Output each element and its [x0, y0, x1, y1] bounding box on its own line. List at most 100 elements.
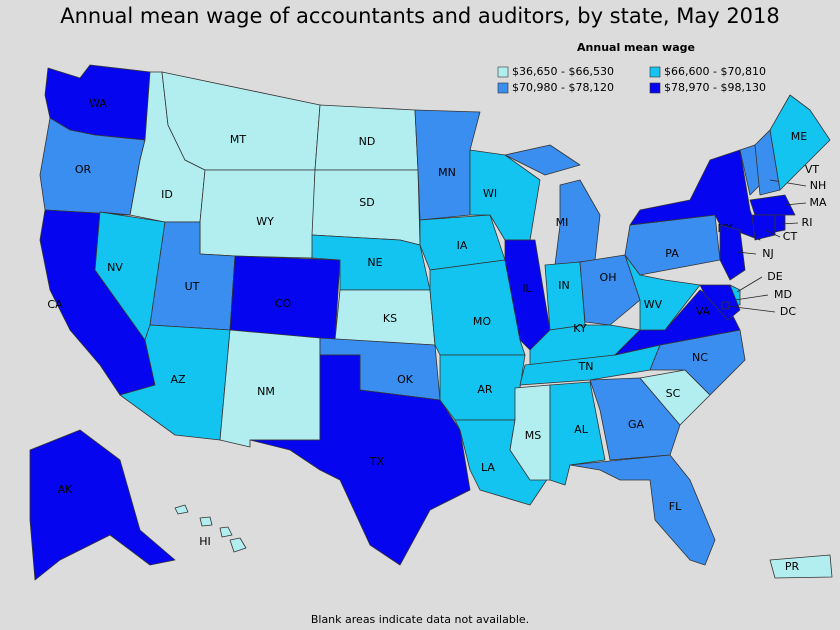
state-label: CA: [47, 298, 63, 311]
state-shape: [719, 224, 746, 281]
state-label: UT: [185, 280, 200, 293]
state-shape: [174, 504, 189, 515]
state-shape: [569, 454, 716, 566]
states: WA OR CA NV ID MT WY UT AZ CO NM ND SD NE KS OK TX MN IA MO…: [29, 64, 833, 581]
state-label: WV: [644, 298, 663, 311]
state-shape: [229, 537, 247, 553]
legend: $36,650 - $66,530 $66,600 - $70,810 $70,98…: [497, 65, 766, 94]
legend-label: $70,980 - $78,120: [512, 81, 614, 94]
state-shape: [579, 254, 641, 326]
callout-line: [726, 305, 776, 313]
state: NM: [219, 329, 321, 448]
state-label: TX: [369, 455, 385, 468]
state-label: TN: [578, 360, 594, 373]
state-shape: [219, 526, 233, 538]
state: SD: [311, 169, 421, 246]
callout-line: [769, 179, 807, 187]
state-label: OK: [397, 373, 414, 386]
state-shape: [769, 554, 833, 579]
callout-line: [736, 276, 763, 293]
state: KS: [334, 289, 436, 346]
state: MD: [699, 284, 792, 321]
callout-line: [780, 222, 799, 225]
state-label: MS: [525, 429, 541, 442]
state: AK: [29, 429, 176, 581]
state: NC: [649, 329, 746, 396]
state-shape: [751, 214, 776, 241]
state-label: WA: [89, 97, 107, 110]
footnote: Blank areas indicate data not available.: [311, 613, 529, 626]
state-label: ID: [161, 188, 173, 201]
legend-title: Annual mean wage: [577, 41, 695, 54]
state: SC: [639, 369, 711, 426]
state: PR: [769, 554, 833, 579]
state: WA: [44, 64, 151, 141]
state-label: SD: [359, 196, 374, 209]
callout-line: [734, 294, 769, 301]
state: OH: [579, 254, 641, 326]
state-label: MD: [774, 288, 792, 301]
state: DC: [721, 301, 796, 318]
state-label: MO: [473, 315, 491, 328]
state-label: KY: [573, 322, 587, 335]
state-label: OR: [75, 163, 92, 176]
callout-line: [784, 202, 807, 206]
state-label: NV: [107, 261, 123, 274]
state-label: IN: [558, 279, 569, 292]
legend-swatch: [497, 66, 509, 78]
state-label: AR: [477, 383, 493, 396]
state-label: MA: [809, 196, 826, 209]
state-label: NJ: [762, 247, 773, 260]
state-label: VT: [805, 163, 820, 176]
state-shape: [774, 214, 786, 233]
state-shape: [504, 144, 581, 176]
state: RI: [774, 214, 812, 233]
state-shape: [199, 516, 213, 527]
state-shape: [721, 301, 730, 310]
state: TX: [249, 354, 471, 566]
state-label: ND: [359, 135, 376, 148]
legend-swatch: [649, 82, 661, 94]
state-label: PA: [665, 247, 679, 260]
state: FL: [569, 454, 716, 566]
state-label: GA: [628, 418, 645, 431]
legend-swatch: [497, 82, 509, 94]
state-shape: [29, 429, 176, 581]
state: MA: [749, 194, 827, 216]
legend-label: $78,970 - $98,130: [664, 81, 766, 94]
state: ND: [314, 104, 419, 171]
state: CT: [751, 214, 797, 243]
legend-label: $66,600 - $70,810: [664, 65, 766, 78]
state-label: NH: [810, 179, 827, 192]
state-label: PR: [785, 560, 800, 573]
state: AR: [439, 354, 526, 421]
state-label: ME: [791, 130, 807, 143]
state-label: OH: [600, 271, 617, 284]
state-label: IA: [457, 239, 468, 252]
state-label: AZ: [170, 373, 186, 386]
state-shape: [624, 214, 721, 276]
state-label: AK: [58, 483, 74, 496]
state-label: NE: [367, 256, 382, 269]
callout-line: [736, 251, 757, 255]
state: CO: [229, 255, 341, 341]
map-title: Annual mean wage of accountants and audi…: [60, 4, 780, 28]
state-shape: [699, 284, 741, 321]
state-label: LA: [481, 461, 495, 474]
state-label: VA: [696, 305, 711, 318]
state-shape: [199, 169, 316, 259]
state-label: KS: [383, 312, 397, 325]
callout-line: [764, 229, 781, 238]
state-label: IL: [522, 282, 532, 295]
state-shape: [544, 261, 586, 331]
state-label: MI: [556, 216, 569, 229]
state-label: MN: [438, 166, 456, 179]
state-label: WI: [483, 187, 497, 200]
state-shape: [769, 94, 831, 191]
state-shape: [249, 354, 471, 566]
state-label: FL: [669, 500, 682, 513]
state-shape: [749, 194, 796, 216]
state-label: MT: [230, 133, 246, 146]
state: ME: [769, 94, 831, 191]
